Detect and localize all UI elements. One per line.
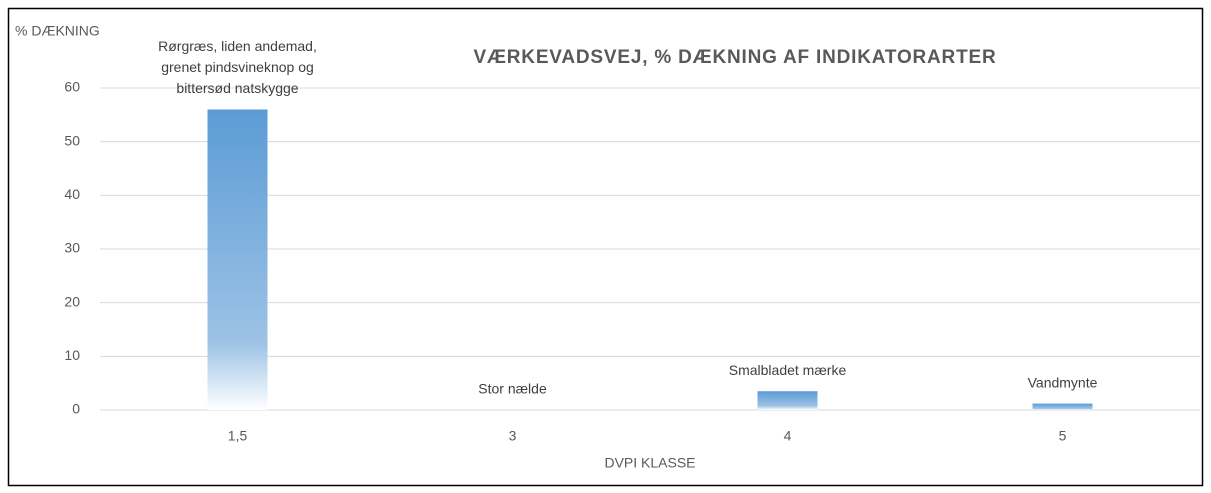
x-tick-label: 3 [509,428,517,444]
bar-label: Smalbladet mærke [729,362,847,378]
x-tick-label: 1,5 [228,428,248,444]
y-tick-label: 0 [72,401,80,417]
bar [1032,403,1093,410]
bar [757,391,818,410]
bar [207,109,268,410]
bar-label: bittersød natskygge [176,80,298,96]
bar-label: Stor nælde [478,381,547,397]
x-axis-label: DVPI KLASSE [604,455,695,471]
chart-title: VÆRKEVADSVEJ, % DÆKNING AF INDIKATORARTE… [474,47,997,68]
bar-label: grenet pindsvineknop og [161,59,314,75]
y-tick-label: 60 [64,79,80,95]
y-tick-label: 40 [64,186,80,202]
bar-label: Rørgræs, liden andemad, [158,38,317,54]
y-tick-label: 20 [64,293,80,309]
y-tick-label: 50 [64,132,80,148]
y-tick-label: 30 [64,240,80,256]
x-tick-label: 4 [784,428,792,444]
x-tick-label: 5 [1059,428,1067,444]
y-tick-label: 10 [64,347,80,363]
y-axis-label: % DÆKNING [15,23,100,39]
bar-label: Vandmynte [1028,374,1098,390]
